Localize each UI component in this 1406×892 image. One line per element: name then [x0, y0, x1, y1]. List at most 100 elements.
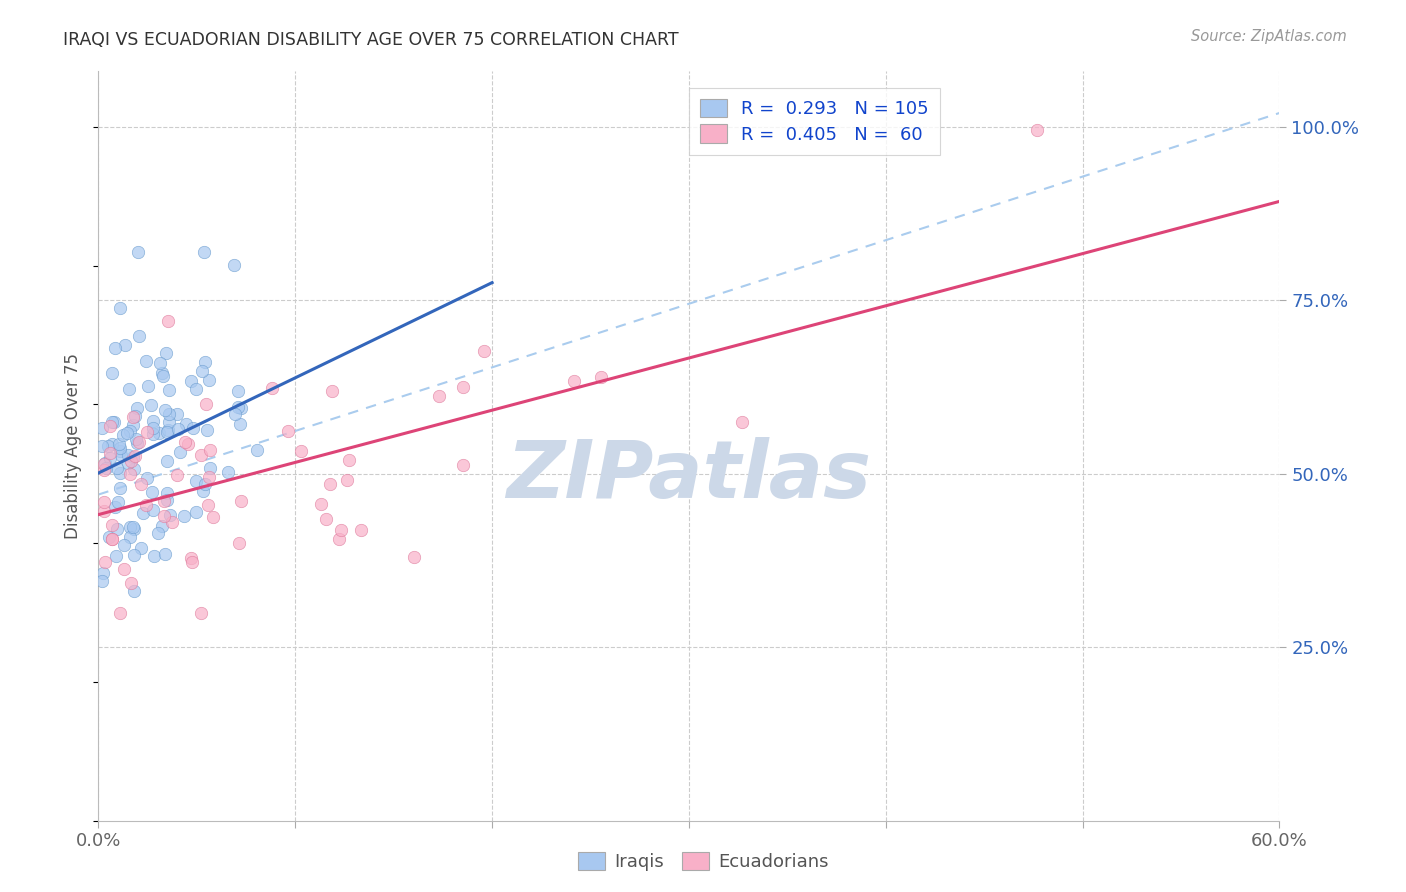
Point	[156, 423, 179, 437]
Point	[129, 477, 152, 491]
Point	[97, 439, 120, 453]
Point	[146, 525, 169, 540]
Text: ZIPatlas: ZIPatlas	[506, 437, 872, 515]
Point	[198, 469, 221, 483]
Point	[98, 446, 121, 460]
Point	[128, 328, 150, 343]
Point	[190, 448, 212, 462]
Point	[309, 498, 332, 512]
Point	[136, 425, 159, 439]
Point	[128, 434, 150, 449]
Point	[337, 453, 360, 467]
Point	[120, 576, 142, 591]
Point	[186, 505, 208, 519]
Point	[229, 401, 252, 415]
Point	[174, 435, 197, 450]
Point	[190, 606, 212, 620]
Point	[180, 374, 202, 388]
Point	[91, 440, 114, 454]
Point	[118, 467, 141, 481]
Point	[134, 354, 156, 368]
Point	[124, 450, 146, 464]
Point	[143, 549, 166, 563]
Point	[91, 574, 114, 588]
Point	[228, 400, 250, 414]
Point	[108, 606, 131, 620]
Point	[149, 356, 172, 370]
Point	[321, 384, 343, 398]
Point	[142, 503, 165, 517]
Point	[111, 428, 134, 442]
Point	[105, 522, 128, 536]
Point	[290, 443, 312, 458]
Point	[103, 415, 125, 429]
Point	[142, 426, 165, 441]
Point	[181, 421, 204, 435]
Point	[191, 484, 214, 499]
Point	[402, 549, 425, 564]
Point	[330, 523, 353, 537]
Point	[108, 467, 131, 481]
Point	[114, 538, 136, 552]
Point	[122, 410, 145, 425]
Point	[112, 562, 135, 576]
Y-axis label: Disability Age Over 75: Disability Age Over 75	[65, 353, 83, 539]
Point	[173, 508, 195, 523]
Point	[127, 244, 149, 259]
Point	[110, 444, 132, 458]
Point	[135, 499, 157, 513]
Point	[150, 519, 173, 533]
Point	[157, 383, 180, 397]
Point	[122, 584, 145, 599]
Point	[195, 423, 218, 437]
Point	[152, 493, 174, 508]
Point	[731, 415, 754, 429]
Point	[124, 409, 146, 423]
Point	[139, 398, 162, 412]
Point	[277, 424, 299, 438]
Point	[260, 381, 283, 395]
Point	[94, 456, 117, 470]
Point	[224, 408, 246, 422]
Point	[229, 494, 252, 508]
Point	[315, 511, 337, 525]
Point	[124, 432, 146, 446]
Point	[101, 533, 124, 547]
Point	[156, 486, 179, 500]
Point	[122, 450, 145, 465]
Point	[427, 389, 450, 403]
Point	[336, 473, 359, 487]
Point	[180, 551, 202, 566]
Point	[98, 418, 121, 433]
Point	[121, 519, 143, 533]
Point	[197, 499, 219, 513]
Point	[217, 466, 239, 480]
Text: Source: ZipAtlas.com: Source: ZipAtlas.com	[1191, 29, 1347, 44]
Point	[226, 384, 249, 398]
Point	[98, 530, 121, 544]
Point	[100, 415, 122, 429]
Point	[103, 341, 125, 355]
Point	[148, 425, 170, 440]
Point	[198, 443, 221, 458]
Point	[105, 549, 128, 563]
Point	[122, 548, 145, 562]
Point	[93, 504, 115, 518]
Point	[194, 354, 217, 368]
Point	[101, 532, 124, 546]
Point	[125, 435, 148, 450]
Point	[118, 530, 141, 544]
Point	[108, 437, 131, 451]
Point	[101, 366, 124, 380]
Point	[562, 374, 585, 388]
Point	[107, 495, 129, 509]
Point	[472, 344, 495, 359]
Point	[110, 441, 132, 455]
Point	[152, 509, 174, 524]
Point	[117, 456, 139, 470]
Point	[150, 366, 173, 380]
Point	[198, 461, 221, 475]
Point	[184, 474, 207, 488]
Point	[451, 380, 474, 394]
Point	[108, 301, 131, 315]
